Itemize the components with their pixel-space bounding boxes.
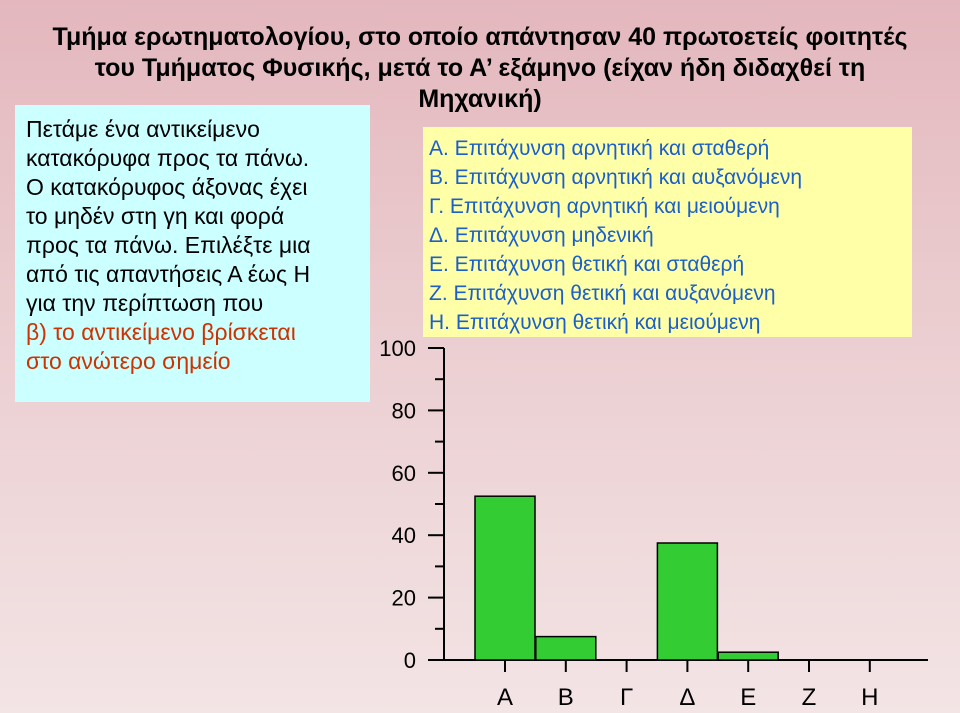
title-line-3: Μηχανική): [418, 85, 542, 113]
question-highlight-line: β) το αντικείμενο βρίσκεται: [26, 319, 296, 345]
chart-bars: [474, 495, 779, 661]
answer-option-a: Α. Επιτάχυνση αρνητική και σταθερή: [429, 137, 770, 160]
x-category-label: Δ: [679, 684, 695, 711]
answer-option-b: Β. Επιτάχυνση αρνητική και αυξανόμενη: [429, 166, 803, 189]
y-tick-label: 100: [379, 336, 416, 361]
answer-option-c: Γ. Επιτάχυνση αρνητική και μειούμενη: [429, 195, 780, 218]
question-highlight-line: στο ανώτερο σημείο: [26, 348, 231, 374]
question-line: το μηδέν στη γη και φορά: [26, 203, 285, 229]
answer-option-e: Ε. Επιτάχυνση θετική και σταθερή: [429, 253, 745, 276]
answers-box: Α. Επιτάχυνση αρνητική και σταθερή Β. Επ…: [423, 127, 912, 337]
y-tick-label: 40: [392, 523, 416, 548]
y-tick-label: 0: [404, 648, 416, 673]
question-line: για την περίπτωση που: [26, 290, 264, 316]
bar-5: [717, 651, 779, 661]
x-category-label: Α: [497, 684, 513, 711]
x-category-label: Β: [558, 684, 574, 711]
title-line-1: Τμήμα ερωτηματολογίου, στο οποίο απάντησ…: [52, 23, 908, 51]
y-tick-label: 20: [392, 586, 416, 611]
x-category-label: Ζ: [802, 684, 817, 711]
answer-option-h: Η. Επιτάχυνση θετική και μειούμενη: [429, 311, 761, 334]
y-tick-label: 60: [392, 461, 416, 486]
x-category-label: Η: [861, 684, 878, 711]
x-category-labels: Α Β Γ Δ Ε Ζ Η: [497, 684, 878, 711]
question-line: κατακόρυφα προς τα πάνω.: [26, 145, 310, 171]
bar-1: [474, 495, 536, 661]
question-box: Πετάμε ένα αντικείμενο κατακόρυφα προς τ…: [15, 105, 370, 402]
bar-4: [656, 542, 719, 661]
x-category-label: Ε: [740, 684, 756, 711]
bar-2: [535, 635, 597, 661]
y-tick-label: 80: [392, 398, 416, 423]
x-category-label: Γ: [620, 684, 633, 711]
question-line: Ο κατακόρυφος άξονας έχει: [26, 174, 308, 200]
y-tick-labels: 0 20 40 60 80 100: [379, 336, 416, 673]
question-line: από τις απαντήσεις Α έως Η: [26, 261, 311, 287]
slide-title: Τμήμα ερωτηματολογίου, στο οποίο απάντησ…: [0, 22, 960, 115]
answer-option-d: Δ. Επιτάχυνση μηδενική: [429, 224, 654, 247]
question-line: προς τα πάνω. Επιλέξτε μια: [26, 232, 311, 258]
answer-option-z: Ζ. Επιτάχυνση θετική και αυξανόμενη: [429, 282, 776, 305]
question-line: Πετάμε ένα αντικείμενο: [26, 116, 260, 142]
title-line-2: του Τμήματος Φυσικής, μετά το Α’ εξάμηνο…: [94, 54, 866, 82]
